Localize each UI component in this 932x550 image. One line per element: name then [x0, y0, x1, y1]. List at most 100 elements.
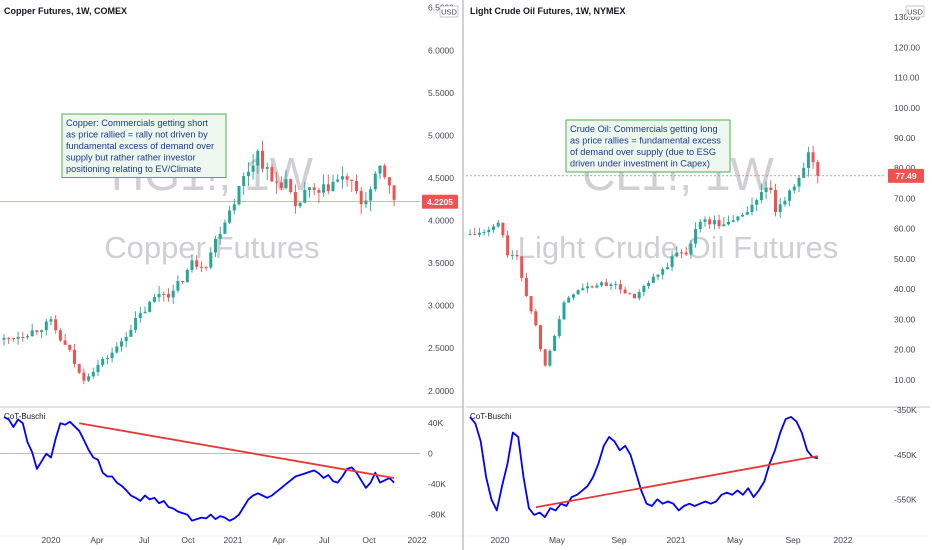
candle-body[interactable] — [628, 293, 632, 295]
annotation-box[interactable] — [61, 113, 227, 178]
candle-body[interactable] — [510, 254, 514, 256]
candle-body[interactable] — [265, 167, 269, 169]
candle-body[interactable] — [7, 337, 11, 339]
trend-line[interactable] — [535, 455, 818, 509]
candle-body[interactable] — [152, 297, 156, 302]
candle-body[interactable] — [661, 269, 665, 275]
candle-body[interactable] — [741, 214, 745, 217]
candle-body[interactable] — [600, 282, 604, 286]
cot-series-line[interactable] — [469, 416, 819, 518]
candle-body[interactable] — [604, 282, 608, 286]
candle-body[interactable] — [492, 226, 495, 230]
candle-body[interactable] — [774, 190, 777, 213]
candle-body[interactable] — [529, 296, 533, 312]
candle-body[interactable] — [256, 150, 260, 166]
candle-body[interactable] — [148, 301, 152, 312]
candle-body[interactable] — [275, 181, 279, 183]
candle-body[interactable] — [675, 252, 679, 257]
candle-body[interactable] — [468, 234, 472, 236]
candle-body[interactable] — [251, 165, 255, 172]
candle-body[interactable] — [506, 235, 510, 256]
candle-body[interactable] — [124, 336, 128, 342]
candle-body[interactable] — [642, 285, 646, 293]
candle-body[interactable] — [96, 364, 100, 373]
candle-body[interactable] — [543, 349, 547, 366]
candle-body[interactable] — [708, 219, 712, 225]
candle-body[interactable] — [195, 260, 199, 267]
candle-body[interactable] — [477, 232, 481, 235]
candle-body[interactable] — [185, 269, 189, 283]
candle-body[interactable] — [120, 341, 123, 347]
candle-body[interactable] — [162, 293, 166, 295]
candle-body[interactable] — [2, 337, 6, 340]
candle-body[interactable] — [199, 266, 203, 268]
candle-body[interactable] — [651, 276, 655, 283]
currency-badge[interactable] — [905, 5, 925, 18]
candle-body[interactable] — [567, 297, 571, 303]
candle-body[interactable] — [520, 256, 524, 278]
candle-body[interactable] — [745, 212, 749, 215]
candle-body[interactable] — [562, 302, 566, 320]
candle-body[interactable] — [647, 282, 651, 286]
candle-body[interactable] — [336, 179, 340, 182]
candle-body[interactable] — [792, 186, 796, 191]
candle-body[interactable] — [802, 167, 806, 178]
candle-body[interactable] — [293, 192, 297, 207]
candle-body[interactable] — [703, 219, 707, 222]
candle-body[interactable] — [326, 184, 330, 192]
candle-body[interactable] — [387, 177, 391, 186]
trend-line[interactable] — [79, 422, 395, 479]
candle-body[interactable] — [350, 179, 354, 181]
candle-body[interactable] — [806, 152, 810, 168]
candle-body[interactable] — [576, 290, 580, 295]
candle-body[interactable] — [218, 233, 222, 239]
candle-body[interactable] — [30, 330, 34, 337]
candle-body[interactable] — [359, 191, 363, 205]
candle-body[interactable] — [684, 252, 688, 255]
candle-body[interactable] — [609, 284, 613, 286]
candle-body[interactable] — [58, 330, 62, 341]
candle-body[interactable] — [214, 238, 217, 253]
candle-body[interactable] — [548, 350, 552, 366]
candle-body[interactable] — [115, 346, 119, 353]
candle-body[interactable] — [237, 185, 241, 205]
candle-body[interactable] — [284, 179, 288, 188]
candle-body[interactable] — [171, 290, 175, 298]
candle-body[interactable] — [77, 363, 81, 373]
candle-body[interactable] — [712, 220, 716, 225]
candle-body[interactable] — [539, 325, 542, 350]
candle-body[interactable] — [670, 256, 674, 268]
candle-body[interactable] — [689, 243, 693, 255]
candle-body[interactable] — [392, 185, 396, 200]
candle-body[interactable] — [778, 204, 782, 213]
candle-body[interactable] — [232, 204, 236, 211]
candle-body[interactable] — [355, 180, 358, 192]
candle-body[interactable] — [345, 176, 349, 180]
candle-body[interactable] — [731, 220, 735, 222]
candle-body[interactable] — [665, 267, 669, 270]
candle-body[interactable] — [473, 234, 477, 236]
candle-body[interactable] — [40, 330, 44, 332]
candle-body[interactable] — [797, 177, 801, 187]
candle-body[interactable] — [614, 284, 618, 286]
candle-body[interactable] — [482, 232, 486, 234]
candle-body[interactable] — [340, 176, 344, 180]
candle-body[interactable] — [331, 181, 335, 192]
candle-body[interactable] — [764, 187, 768, 193]
candle-body[interactable] — [553, 335, 557, 351]
candle-body[interactable] — [157, 293, 161, 298]
candle-body[interactable] — [204, 267, 208, 269]
candle-body[interactable] — [722, 224, 726, 227]
candle-body[interactable] — [501, 222, 505, 236]
candle-body[interactable] — [167, 294, 170, 298]
candle-body[interactable] — [242, 176, 246, 186]
candle-body[interactable] — [312, 187, 316, 191]
candle-body[interactable] — [26, 336, 29, 338]
candle-body[interactable] — [557, 319, 561, 336]
candle-body[interactable] — [68, 344, 72, 350]
candle-body[interactable] — [383, 165, 387, 178]
annotation-box[interactable] — [565, 119, 731, 173]
candle-body[interactable] — [656, 274, 660, 277]
candle-body[interactable] — [317, 190, 321, 193]
